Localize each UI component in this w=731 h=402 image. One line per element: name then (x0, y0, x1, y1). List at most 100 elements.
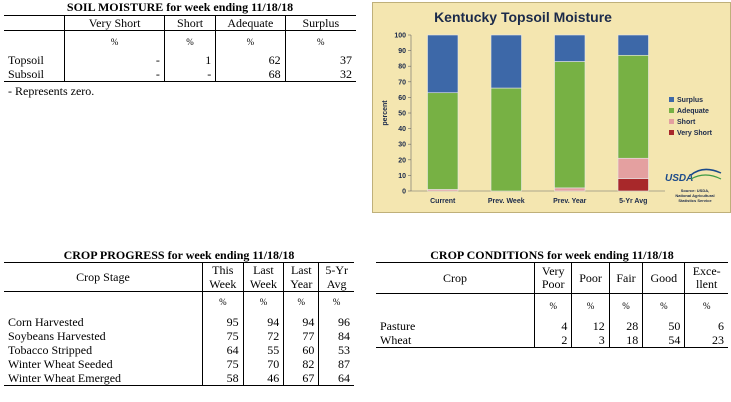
soil-header-adequate: Adequate (215, 15, 286, 31)
soil-row-label-subsoil: Subsoil (8, 67, 45, 81)
conditions-header-very-poor: Very Poor (533, 262, 572, 294)
progress-cell: 75 (202, 357, 244, 371)
usda-logo: USDA (665, 173, 693, 184)
soil-header-very-short: Very Short (64, 15, 165, 31)
progress-row-label: Tobacco Stripped (8, 343, 93, 357)
progress-stage-header: Crop Stage (4, 262, 203, 292)
soil-cell: - (64, 67, 165, 82)
progress-cell: 96 (318, 309, 354, 329)
progress-cell: 72 (242, 329, 284, 343)
bar-segment-adequate (554, 61, 586, 189)
y-tick-label: 60 (398, 95, 406, 102)
conditions-cell: 23 (684, 333, 728, 348)
y-tick-label: 30 (398, 142, 406, 149)
progress-cell: 75 (202, 329, 244, 343)
conditions-pct: % (533, 293, 572, 313)
progress-cell: 58 (202, 371, 244, 386)
soil-pct: % (64, 30, 165, 49)
legend-label: Surplus (677, 97, 703, 104)
soil-header-short: Short (163, 15, 216, 31)
bar-segment-surplus (427, 34, 459, 94)
bar-segment-short (554, 187, 586, 192)
y-tick-label: 10 (398, 173, 406, 180)
progress-header-5yr-avg: 5-Yr (318, 262, 354, 277)
y-tick-label: 100 (394, 33, 406, 40)
bar-segment-adequate (617, 54, 649, 159)
conditions-body: Pasture 4 12 28 50 6 Wheat 2 3 18 54 23 (376, 313, 728, 348)
progress-row: Soybeans Harvested 75 72 77 84 (4, 329, 354, 343)
progress-cell: 84 (318, 329, 354, 343)
y-tick-label: 70 (398, 79, 406, 86)
progress-row: Winter Wheat Seeded 75 70 82 87 (4, 357, 354, 371)
legend-label: Short (677, 119, 696, 126)
progress-cell: 46 (242, 371, 284, 386)
soil-pct: % (215, 30, 286, 49)
legend-swatch (669, 97, 674, 102)
soil-pct: % (284, 30, 356, 49)
conditions-cell: 28 (608, 313, 643, 333)
crop-conditions-section: CROP CONDITIONS for week ending 11/18/18… (376, 248, 728, 348)
progress-header-last-year: Last (283, 262, 319, 277)
legend-swatch (669, 108, 674, 113)
soil-cell: 1 (163, 49, 216, 67)
conditions-row-label: Pasture (380, 319, 416, 333)
progress-pct: % (242, 291, 284, 309)
bar-segment-adequate (490, 87, 522, 192)
conditions-cell: 6 (684, 313, 728, 333)
crop-progress-title: CROP PROGRESS for week ending 11/18/18 (4, 248, 354, 263)
conditions-row: Pasture 4 12 28 50 6 (376, 313, 728, 333)
progress-row-label: Winter Wheat Emerged (8, 371, 122, 385)
progress-row: Winter Wheat Emerged 58 46 67 64 (4, 371, 354, 386)
conditions-header-good: Good (642, 262, 685, 294)
bar-segment-surplus (617, 34, 649, 56)
progress-cell: 94 (242, 309, 284, 329)
bar-segment-short (617, 157, 649, 179)
conditions-pct: % (608, 293, 643, 313)
soil-header-surplus: Surplus (284, 15, 356, 31)
soil-cell: - (64, 49, 165, 67)
topsoil-moisture-chart: Kentucky Topsoil Moisture 0 10 20 30 40 50 60 7… (372, 2, 731, 213)
progress-pct: % (283, 291, 319, 309)
soil-cell: 68 (215, 67, 286, 82)
progress-row-label: Winter Wheat Seeded (8, 357, 113, 371)
conditions-header-fair: Fair (608, 262, 643, 294)
conditions-cell: 54 (642, 333, 685, 348)
soil-note: - Represents zero. (8, 84, 95, 98)
progress-cell: 87 (318, 357, 354, 371)
progress-cell: 95 (202, 309, 244, 329)
x-tick-label: 5-Yr Avg (619, 198, 647, 205)
bar-segment-surplus (490, 34, 522, 89)
bar-segment-very-short (617, 178, 649, 192)
conditions-cell: 4 (533, 313, 572, 333)
progress-row: Tobacco Stripped 64 55 60 53 (4, 343, 354, 357)
bar-segment-surplus (554, 34, 586, 62)
source-text: Statistics Service (678, 198, 712, 203)
soil-cell: - (163, 67, 216, 82)
progress-cell: 64 (202, 343, 244, 357)
conditions-cell: 2 (533, 333, 572, 348)
progress-pct: % (202, 291, 244, 309)
conditions-cell: 12 (571, 313, 610, 333)
conditions-pct: % (571, 293, 610, 313)
y-tick-label: 80 (398, 64, 406, 71)
y-tick-label: 40 (398, 126, 406, 133)
x-tick-label: Prev. Week (488, 198, 525, 205)
soil-header-blank (4, 16, 65, 31)
progress-cell: 64 (318, 371, 354, 386)
conditions-pct: % (642, 293, 685, 313)
conditions-cell: 3 (571, 333, 610, 348)
soil-moisture-table: SOIL MOISTURE for week ending 11/18/18 V… (4, 0, 356, 82)
x-tick-label: Prev. Year (553, 198, 586, 205)
conditions-row-label: Wheat (380, 333, 412, 347)
progress-header-last-week: Last (242, 262, 284, 277)
crop-progress-section: CROP PROGRESS for week ending 11/18/18 C… (4, 248, 354, 386)
progress-header-5yr-avg-2: Avg (318, 277, 354, 292)
usda-logo-swoosh (690, 174, 722, 180)
progress-cell: 94 (283, 309, 319, 329)
y-tick-label: 20 (398, 157, 406, 164)
conditions-crop-header: Crop (443, 271, 467, 285)
progress-header-this-week: This (202, 262, 244, 277)
progress-pct: % (318, 291, 354, 309)
soil-pct: % (163, 30, 216, 49)
y-tick-label: 50 (398, 111, 406, 118)
